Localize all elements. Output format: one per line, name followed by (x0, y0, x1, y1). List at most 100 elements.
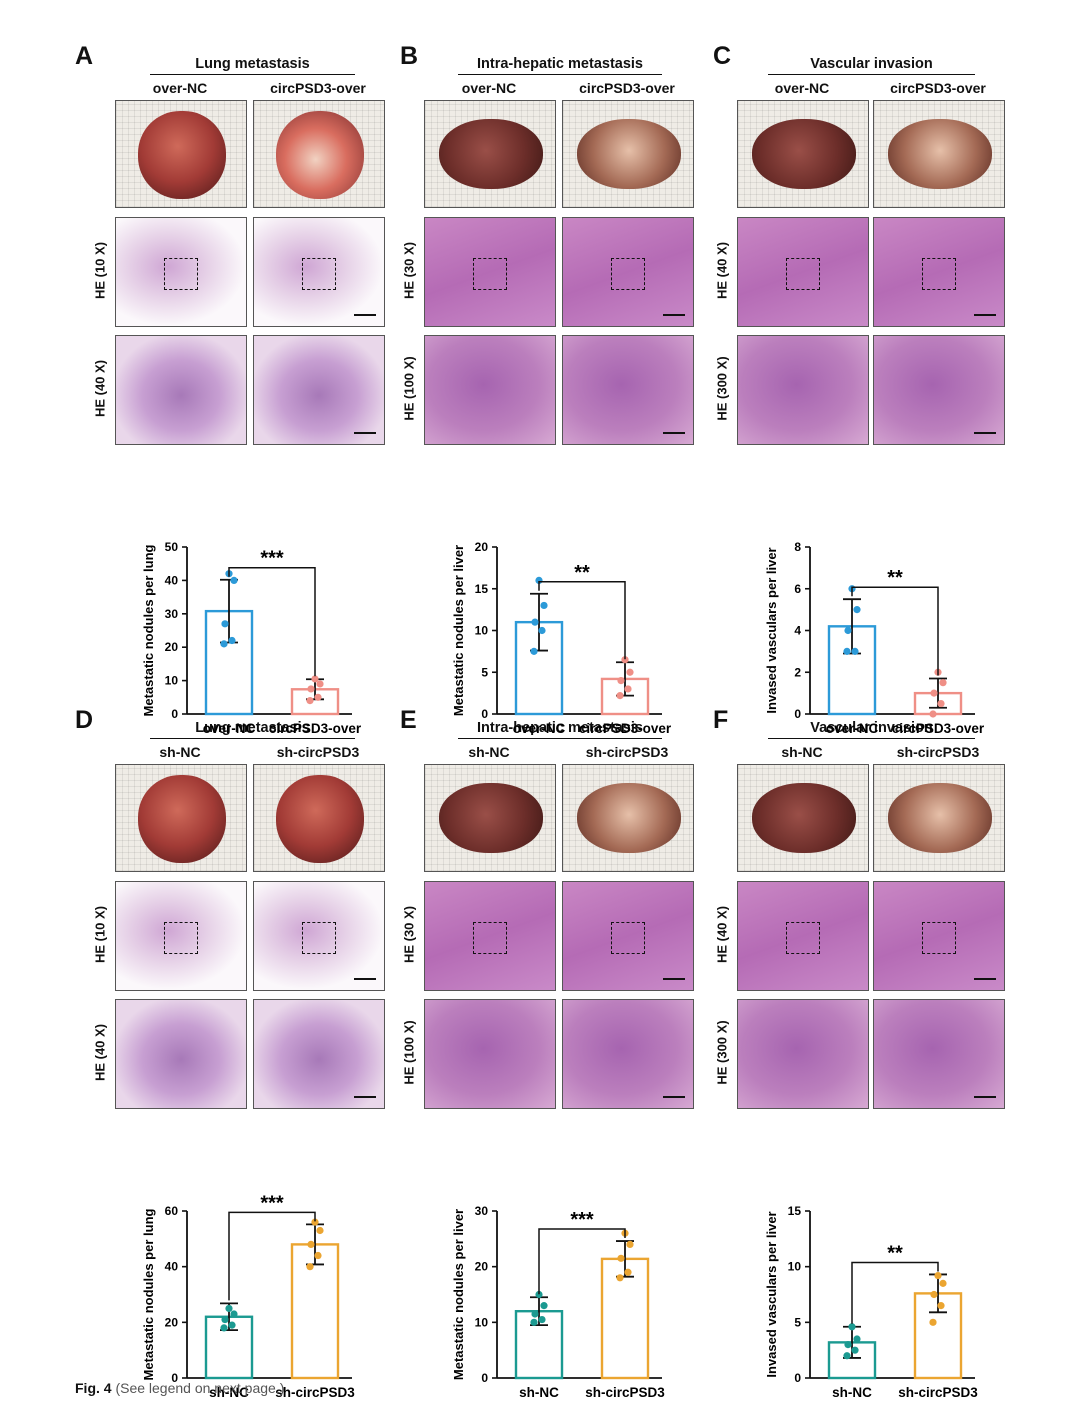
zoom-region-box (302, 258, 336, 290)
scale-bar (663, 314, 685, 316)
category-label: over-NC (203, 721, 256, 736)
panel-title: Intra-hepatic metastasis (476, 56, 643, 72)
data-point (843, 1352, 851, 1360)
data-point (844, 1341, 852, 1349)
he-section-high-control (737, 999, 869, 1109)
group-label: over-NC (774, 80, 830, 96)
he-section-high-treatment (253, 335, 385, 445)
group-label: circPSD3-over (890, 80, 986, 96)
group-label: circPSD3-over (579, 80, 675, 96)
data-point (316, 1226, 324, 1235)
category-label: over-NC (826, 721, 879, 736)
significance-stars: *** (260, 1192, 284, 1214)
bar-chart-c: 0 2 4 6 8 Invased vasculars per liver over-NC c… (764, 540, 985, 736)
title-underline (458, 74, 662, 75)
data-point (221, 620, 229, 628)
he-section-high-control (115, 335, 247, 445)
y-tick-label: 20 (165, 640, 179, 654)
gross-photo-control (115, 100, 247, 208)
panel-a: A Lung metastasis over-NC circPSD3-over HE (… (75, 42, 405, 682)
organ-specimen (276, 775, 364, 863)
category-label: over-NC (513, 721, 566, 736)
panel-e: E Intra-hepatic metastasis sh-NC sh-circPSD… (400, 706, 730, 1346)
y-axis-label: Metastatic nodules per lung (141, 544, 156, 716)
he-section-low-treatment (873, 881, 1005, 991)
organ-specimen (577, 119, 681, 189)
data-point (843, 647, 851, 655)
he-section-high-control (115, 999, 247, 1109)
data-point (531, 1310, 539, 1318)
panel-title: Vascular invasion (810, 720, 933, 736)
data-point (939, 1279, 947, 1287)
category-label: sh-circPSD3 (898, 1385, 978, 1400)
he-section-low-control (737, 881, 869, 991)
organ-specimen (888, 783, 992, 853)
scale-bar (974, 978, 996, 980)
data-point (929, 1318, 937, 1326)
organ-specimen (276, 111, 364, 199)
scale-bar (663, 1096, 685, 1098)
y-axis-label: Metastatic nodules per liver (451, 1209, 466, 1380)
y-tick-label: 2 (794, 665, 801, 679)
data-point (853, 606, 861, 614)
group-label: over-NC (461, 80, 517, 96)
panel-f: F Vascular invasion sh-NC sh-circPSD3 HE (40… (713, 706, 1043, 1346)
magnification-label: HE (40 X) (92, 359, 108, 418)
organ-specimen (752, 783, 856, 853)
data-point (228, 636, 236, 645)
he-section-low-treatment (873, 217, 1005, 327)
organ-specimen (138, 111, 226, 199)
significance-bracket (538, 581, 626, 660)
data-point (937, 699, 945, 708)
data-point (626, 1240, 634, 1248)
data-point (306, 1263, 314, 1271)
zoom-region-box (611, 258, 645, 290)
he-section-high-treatment (562, 999, 694, 1109)
data-point (929, 710, 937, 718)
title-underline (150, 74, 355, 75)
y-axis-label: Invased vasculars per liver (764, 547, 779, 713)
data-point (538, 626, 546, 635)
data-point (844, 626, 852, 635)
gross-photo-treatment (562, 764, 694, 872)
bar (290, 1243, 340, 1380)
data-point (851, 1346, 859, 1354)
data-point (617, 677, 625, 685)
bar (827, 1341, 877, 1380)
bar-chart-e: 0 10 20 30 Metastatic nodules per liver sh-NC… (451, 1204, 665, 1400)
significance-bracket (538, 1228, 626, 1295)
group-label: sh-circPSD3 (585, 744, 669, 760)
organ-specimen (439, 119, 543, 189)
y-tick-label: 15 (788, 1204, 802, 1218)
he-section-high-treatment (873, 335, 1005, 445)
y-tick-label: 0 (794, 1371, 801, 1385)
y-tick-label: 20 (475, 1260, 489, 1274)
data-point (624, 1268, 632, 1276)
panel-title: Intra-hepatic metastasis (476, 720, 643, 736)
panel-title: Lung metastasis (195, 720, 310, 736)
magnification-label: HE (300 X) (714, 1020, 730, 1085)
title-underline (768, 738, 975, 739)
panel-letter: E (400, 706, 417, 734)
data-point (531, 618, 539, 626)
scale-bar (974, 1096, 996, 1098)
data-point (617, 1254, 625, 1262)
magnification-label: HE (40 X) (714, 905, 730, 964)
scale-bar (354, 1096, 376, 1098)
data-point (540, 601, 548, 610)
significance-bracket (851, 586, 939, 676)
gross-photo-control (424, 764, 556, 872)
zoom-region-box (302, 922, 336, 954)
zoom-region-box (164, 922, 198, 954)
data-point (221, 1315, 229, 1324)
panel-title: Vascular invasion (810, 56, 933, 72)
he-section-high-control (424, 335, 556, 445)
he-section-high-treatment (562, 335, 694, 445)
group-label: sh-circPSD3 (276, 744, 360, 760)
group-label: circPSD3-over (270, 80, 366, 96)
magnification-label: HE (10 X) (92, 905, 108, 964)
he-section-low-control (115, 881, 247, 991)
data-point (535, 1290, 543, 1299)
y-tick-label: 60 (165, 1204, 179, 1218)
he-section-high-treatment (253, 999, 385, 1109)
